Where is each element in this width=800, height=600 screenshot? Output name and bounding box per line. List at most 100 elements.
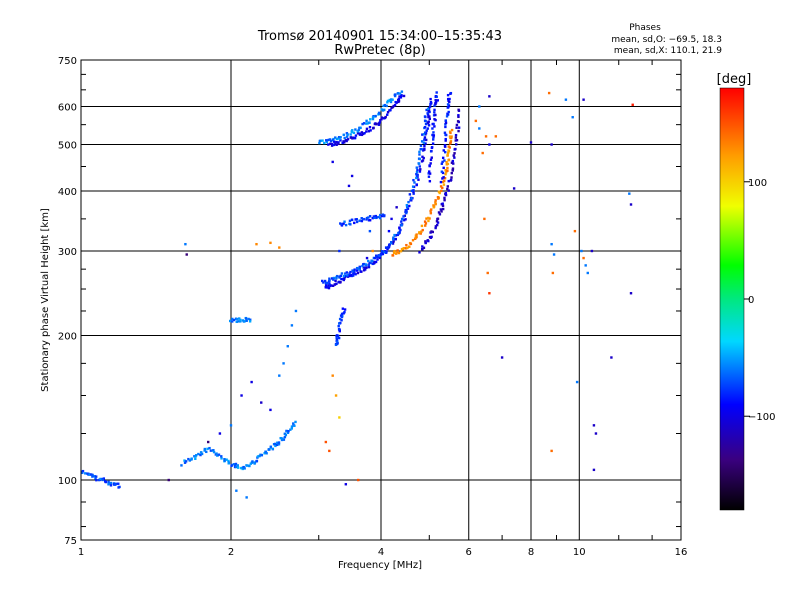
data-point bbox=[405, 209, 407, 211]
data-point bbox=[394, 104, 396, 106]
data-point bbox=[341, 272, 343, 274]
data-point bbox=[328, 287, 330, 289]
data-point bbox=[398, 252, 400, 254]
data-point bbox=[550, 143, 552, 145]
data-point bbox=[293, 425, 295, 427]
data-point bbox=[362, 218, 364, 220]
data-point bbox=[478, 127, 480, 129]
data-point bbox=[356, 221, 358, 223]
data-point bbox=[448, 111, 450, 113]
data-point bbox=[285, 434, 287, 436]
data-point bbox=[610, 356, 612, 358]
data-point bbox=[220, 457, 222, 459]
data-point bbox=[582, 98, 584, 100]
data-point bbox=[418, 163, 420, 165]
data-point bbox=[240, 394, 242, 396]
data-point bbox=[249, 320, 251, 322]
data-point bbox=[208, 447, 210, 449]
data-point bbox=[349, 223, 351, 225]
data-point bbox=[399, 229, 401, 231]
data-point bbox=[335, 394, 337, 396]
data-point bbox=[452, 167, 454, 169]
data-point bbox=[205, 451, 207, 453]
data-point bbox=[394, 101, 396, 103]
data-point bbox=[213, 451, 215, 453]
data-point bbox=[365, 120, 367, 122]
data-point bbox=[398, 100, 400, 102]
data-point bbox=[339, 281, 341, 283]
data-point bbox=[230, 424, 232, 426]
data-point bbox=[416, 171, 418, 173]
data-point bbox=[381, 116, 383, 118]
data-point bbox=[424, 240, 426, 242]
data-point bbox=[445, 138, 447, 140]
data-point bbox=[593, 469, 595, 471]
data-point bbox=[433, 134, 435, 136]
data-point bbox=[204, 448, 206, 450]
data-point bbox=[444, 173, 446, 175]
data-point bbox=[294, 421, 296, 423]
data-point bbox=[447, 185, 449, 187]
data-point bbox=[455, 127, 457, 129]
data-point bbox=[354, 273, 356, 275]
data-point bbox=[424, 120, 426, 122]
data-point bbox=[346, 136, 348, 138]
data-point bbox=[195, 454, 197, 456]
data-point bbox=[457, 120, 459, 122]
data-point bbox=[428, 124, 430, 126]
data-point bbox=[343, 134, 345, 136]
data-point bbox=[278, 374, 280, 376]
data-point bbox=[427, 239, 429, 241]
data-point bbox=[363, 122, 365, 124]
data-point bbox=[338, 250, 340, 252]
data-point bbox=[269, 242, 271, 244]
data-point bbox=[318, 142, 320, 144]
data-point bbox=[449, 146, 451, 148]
data-point bbox=[401, 90, 403, 92]
data-point bbox=[368, 264, 370, 266]
data-point bbox=[367, 260, 369, 262]
data-point bbox=[429, 162, 431, 164]
data-point bbox=[424, 131, 426, 133]
x-tick-label: 8 bbox=[528, 547, 534, 558]
data-point bbox=[450, 179, 452, 181]
colorbar-tick-label: 100 bbox=[748, 178, 767, 189]
data-point bbox=[447, 103, 449, 105]
data-point bbox=[429, 98, 431, 100]
data-point bbox=[449, 132, 451, 134]
data-point bbox=[348, 185, 350, 187]
data-point bbox=[380, 253, 382, 255]
data-point bbox=[359, 133, 361, 135]
data-point bbox=[451, 129, 453, 131]
data-point bbox=[456, 124, 458, 126]
data-point bbox=[436, 224, 438, 226]
data-point bbox=[372, 127, 374, 129]
data-point bbox=[456, 139, 458, 141]
data-point bbox=[488, 292, 490, 294]
data-point bbox=[378, 112, 380, 114]
data-point bbox=[404, 218, 406, 220]
data-point bbox=[440, 190, 442, 192]
data-point bbox=[433, 111, 435, 113]
data-point bbox=[357, 272, 359, 274]
data-point bbox=[351, 219, 353, 221]
data-point bbox=[433, 125, 435, 127]
data-point bbox=[440, 208, 442, 210]
data-point bbox=[408, 245, 410, 247]
data-point bbox=[338, 337, 340, 339]
data-point bbox=[354, 128, 356, 130]
data-point bbox=[369, 118, 371, 120]
data-point bbox=[436, 220, 438, 222]
data-point bbox=[415, 236, 417, 238]
data-point bbox=[457, 130, 459, 132]
data-point bbox=[339, 136, 341, 138]
data-point bbox=[423, 138, 425, 140]
data-point bbox=[530, 141, 532, 143]
data-point bbox=[358, 220, 360, 222]
data-point bbox=[424, 126, 426, 128]
data-point bbox=[371, 260, 373, 262]
data-point bbox=[356, 267, 358, 269]
data-point bbox=[409, 193, 411, 195]
data-point bbox=[580, 250, 582, 252]
data-point bbox=[365, 130, 367, 132]
